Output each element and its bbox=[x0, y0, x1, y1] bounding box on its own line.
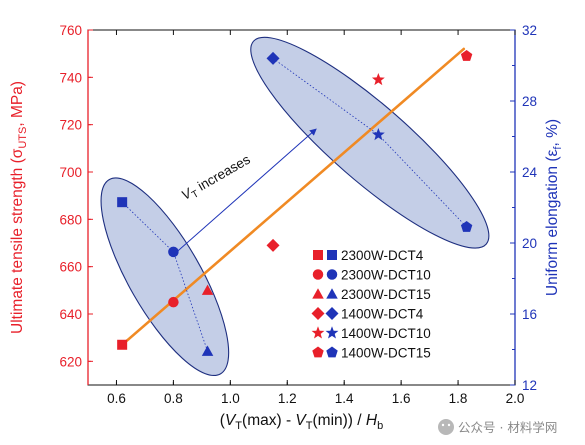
y-left-tick-label: 640 bbox=[59, 307, 82, 322]
elongation-point-1400w-dct10 bbox=[371, 127, 385, 141]
y-left-tick-label: 700 bbox=[59, 165, 82, 180]
legend-label-2300w-dct15: 2300W-DCT15 bbox=[341, 287, 431, 302]
cluster-ellipse-2300w bbox=[100, 177, 230, 377]
y-left-tick-label: 720 bbox=[59, 118, 82, 133]
legend-marker-blue-1400w-dct4 bbox=[325, 307, 339, 320]
legend-marker-red-2300w-dct4 bbox=[313, 250, 323, 260]
legend-marker-blue-1400w-dct15 bbox=[326, 346, 338, 358]
x-tick-label: 1.4 bbox=[335, 391, 354, 406]
elongation-point-2300w-dct4 bbox=[117, 197, 128, 208]
legend-marker-red-2300w-dct10 bbox=[312, 269, 324, 280]
legend: 2300W-DCT4 2300W-DCT10 2300W-DCT15 1400W-DC… bbox=[311, 248, 431, 361]
fit-line bbox=[120, 47, 466, 347]
strength-point-2300w-dct4 bbox=[117, 339, 128, 350]
x-tick-label: 2.0 bbox=[506, 391, 525, 406]
legend-marker-red-1400w-dct15 bbox=[312, 346, 324, 358]
elongation-point-1400w-dct4 bbox=[266, 51, 280, 65]
data-points bbox=[117, 50, 473, 356]
legend-label-2300w-dct10: 2300W-DCT10 bbox=[341, 268, 431, 283]
legend-label-1400w-dct10: 1400W-DCT10 bbox=[341, 326, 431, 341]
strength-point-2300w-dct15 bbox=[201, 284, 214, 295]
x-tick-label: 1.2 bbox=[278, 391, 297, 406]
y-right-tick-label: 20 bbox=[522, 236, 537, 251]
x-tick-label: 1.8 bbox=[449, 391, 468, 406]
y-left-tick-label: 760 bbox=[59, 23, 82, 38]
legend-label-2300w-dct4: 2300W-DCT4 bbox=[341, 248, 424, 263]
strength-point-1400w-dct15 bbox=[460, 50, 473, 61]
legend-marker-red-1400w-dct10 bbox=[311, 326, 325, 339]
watermark-text: 公众号 · 材料学网 bbox=[458, 420, 557, 435]
trend-arrow: VT increases bbox=[173, 128, 317, 256]
elongation-point-2300w-dct15 bbox=[201, 345, 214, 356]
y-right-tick-label: 24 bbox=[522, 165, 538, 180]
watermark: 公众号 · 材料学网 bbox=[438, 419, 557, 435]
annotation-text: VT increases bbox=[179, 152, 255, 206]
elongation-point-1400w-dct15 bbox=[460, 221, 473, 232]
y-right-tick-label: 16 bbox=[522, 307, 537, 322]
wechat-icon-eye bbox=[447, 423, 451, 427]
x-tick-label: 1.0 bbox=[221, 391, 240, 406]
y-right-axis-label: Uniform elongation (εf, %) bbox=[544, 119, 564, 296]
strength-point-1400w-dct4 bbox=[266, 238, 280, 252]
y-right-ticks: 12 16 20 24 28 32 bbox=[510, 23, 538, 393]
y-left-tick-label: 620 bbox=[59, 354, 82, 369]
y-right-tick-label: 32 bbox=[522, 23, 537, 38]
legend-marker-blue-2300w-dct4 bbox=[327, 250, 337, 260]
cluster-ellipse-1400w bbox=[250, 36, 490, 249]
x-axis-label: (VT(max) - VT(min)) / Hb bbox=[220, 412, 383, 432]
legend-marker-blue-1400w-dct10 bbox=[325, 326, 339, 339]
y-right-tick-label: 12 bbox=[522, 378, 537, 393]
legend-marker-blue-2300w-dct10 bbox=[326, 269, 338, 280]
legend-label-1400w-dct15: 1400W-DCT15 bbox=[341, 346, 431, 361]
x-tick-label: 0.8 bbox=[164, 391, 183, 406]
wechat-icon bbox=[438, 419, 454, 435]
y-left-tick-label: 740 bbox=[59, 70, 82, 85]
y-left-tick-label: 680 bbox=[59, 212, 82, 227]
x-tick-label: 0.6 bbox=[107, 391, 126, 406]
fit-line-path bbox=[120, 47, 466, 347]
legend-marker-blue-2300w-dct15 bbox=[326, 288, 338, 299]
wechat-icon-eye bbox=[441, 423, 445, 427]
x-tick-label: 1.6 bbox=[392, 391, 411, 406]
strength-point-2300w-dct10 bbox=[168, 296, 179, 308]
cluster-ellipses bbox=[100, 36, 490, 377]
axis-labels: (VT(max) - VT(min)) / Hb Ultimate tensile… bbox=[9, 81, 564, 432]
trend-arrow-line bbox=[173, 128, 317, 256]
x-ticks: 0.6 0.8 1.0 1.2 1.4 1.6 1.8 2.0 bbox=[107, 30, 524, 406]
y-left-tick-label: 660 bbox=[59, 260, 82, 275]
legend-marker-red-1400w-dct4 bbox=[311, 307, 325, 320]
y-right-tick-label: 28 bbox=[522, 94, 537, 109]
strength-point-1400w-dct10 bbox=[371, 72, 385, 86]
y-left-axis-label: Ultimate tensile strength (σUTS, MPa) bbox=[9, 81, 29, 334]
legend-label-1400w-dct4: 1400W-DCT4 bbox=[341, 307, 424, 322]
elongation-point-2300w-dct10 bbox=[168, 246, 179, 258]
y-left-ticks: 620 640 660 680 700 720 740 760 bbox=[59, 23, 93, 369]
legend-marker-red-2300w-dct15 bbox=[312, 288, 324, 299]
